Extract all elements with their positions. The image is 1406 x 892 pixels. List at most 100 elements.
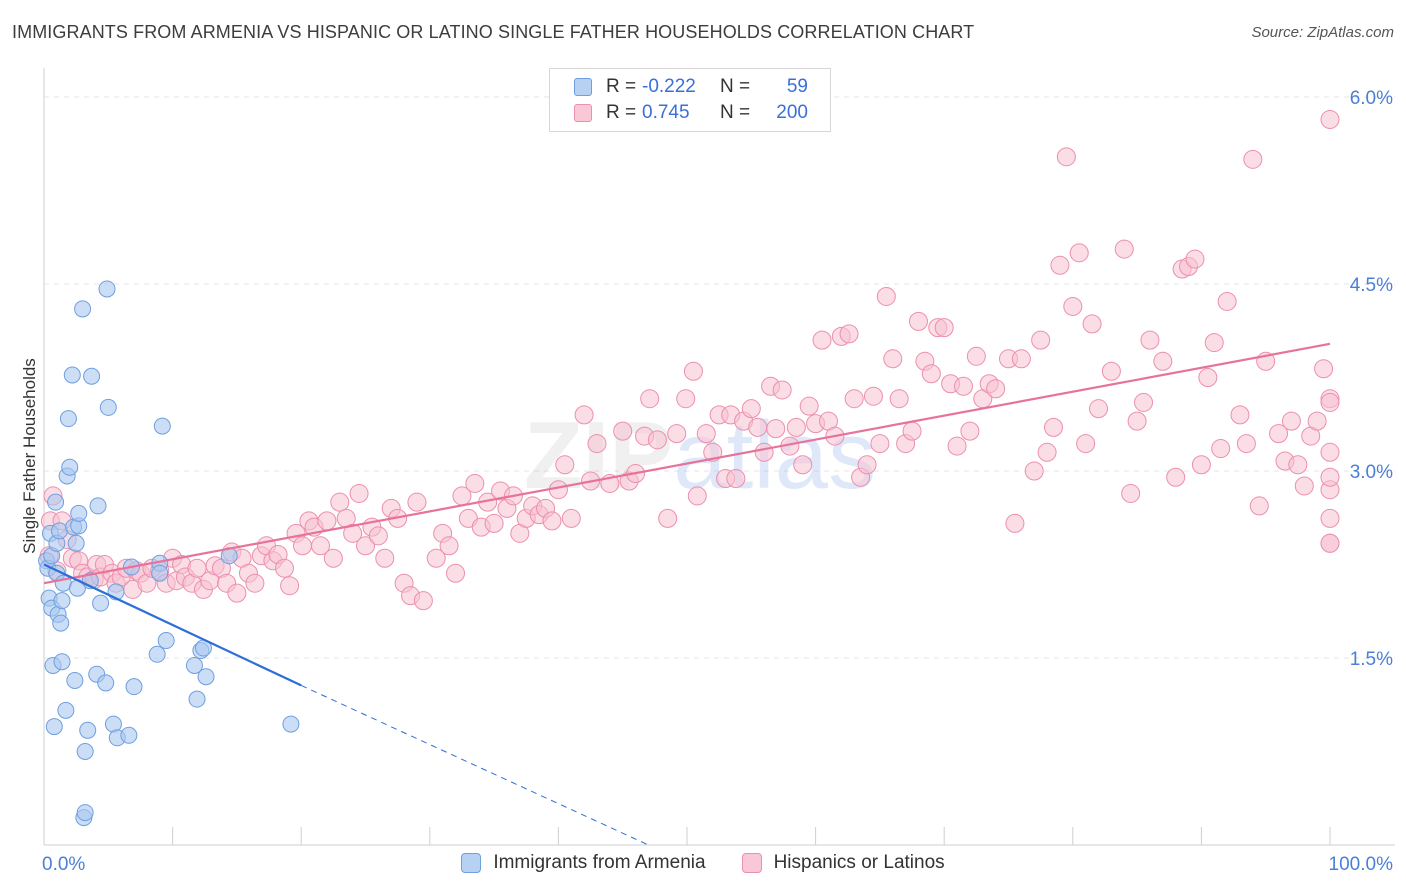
hispanic-point — [1044, 417, 1064, 437]
armenia-point — [125, 678, 143, 696]
armenia-point — [52, 614, 70, 632]
hispanic-point — [883, 349, 903, 369]
hispanic-point — [1127, 411, 1147, 431]
hispanic-point — [844, 389, 864, 409]
hispanic-point — [1204, 333, 1224, 353]
hispanic-point — [1134, 392, 1154, 412]
armenia-point — [185, 656, 203, 674]
legend-r-value: 0.745 — [642, 102, 690, 123]
hispanic-point — [1243, 149, 1263, 169]
hispanic-point — [1236, 434, 1256, 454]
armenia-point — [120, 726, 138, 744]
armenia-point — [89, 497, 107, 515]
legend-n-label: N = — [720, 102, 751, 123]
hispanic-point — [921, 364, 941, 384]
armenia-point — [153, 417, 171, 435]
legend-row-armenia: R = -0.222 N = 59 — [574, 75, 808, 99]
hispanic-point — [687, 486, 707, 506]
hispanic-point — [683, 361, 703, 381]
hispanic-point — [947, 436, 967, 456]
y-tick-label: 3.0% — [1350, 462, 1393, 483]
hispanic-point — [1140, 330, 1160, 350]
hispanic-point — [1037, 442, 1057, 462]
armenia-point — [70, 504, 88, 522]
tick-labels: 1.5% 3.0% 4.5% 6.0% 0.0% 100.0% — [42, 88, 1393, 875]
hispanic-point — [274, 558, 294, 578]
hispanic-point — [696, 424, 716, 444]
legend-item-armenia: Immigrants from Armenia — [461, 852, 706, 874]
hispanic-point — [1249, 496, 1269, 516]
hispanic-point — [1082, 314, 1102, 334]
hispanic-point — [555, 455, 575, 475]
hispanic-point — [1031, 330, 1051, 350]
hispanic-point — [280, 576, 300, 596]
hispanic-point — [1076, 434, 1096, 454]
hispanic-trend-line — [43, 342, 1331, 585]
hispanic-point — [426, 548, 446, 568]
hispanic-point — [902, 421, 922, 441]
hispanic-point — [870, 434, 890, 454]
legend-n-label: N = — [720, 76, 751, 97]
y-tick-label: 4.5% — [1350, 275, 1393, 296]
armenia-point — [66, 671, 84, 689]
armenia-point — [157, 632, 175, 650]
hispanic-point — [1294, 476, 1314, 496]
armenia-point — [67, 534, 85, 552]
hispanic-point — [1320, 109, 1340, 129]
legend-item-hispanic: Hispanics or Latinos — [741, 852, 945, 874]
armenia-point — [45, 718, 63, 736]
hispanic-point — [876, 286, 896, 306]
armenia-trend-extension — [300, 684, 649, 846]
hispanic-point — [349, 483, 369, 503]
hispanic-point — [310, 536, 330, 556]
legend-row-hispanic: R = 0.745 N = 200 — [574, 101, 808, 125]
hispanic-point — [772, 380, 792, 400]
hispanic-point — [1314, 359, 1334, 379]
hispanic-point — [1063, 296, 1083, 316]
hispanic-point — [1320, 533, 1340, 553]
hispanic-point — [542, 511, 562, 531]
hispanic-point — [640, 389, 660, 409]
hispanic-point — [908, 311, 928, 331]
hispanic-point — [587, 434, 607, 454]
hispanic-point — [368, 526, 388, 546]
hispanic-point — [1191, 455, 1211, 475]
hispanic-point — [667, 424, 687, 444]
hispanic-point — [793, 455, 813, 475]
hispanic-point — [446, 563, 466, 583]
legend-r-value: -0.222 — [642, 76, 696, 97]
hispanic-point — [1230, 405, 1250, 425]
hispanic-point — [574, 405, 594, 425]
hispanic-point — [953, 376, 973, 396]
correlation-legend: R = -0.222 N = 59 R = 0.745 N = 200 — [549, 68, 831, 132]
armenia-point — [98, 280, 116, 298]
hispanic-point — [561, 508, 581, 528]
hispanic-point — [966, 346, 986, 366]
hispanic-point — [647, 430, 667, 450]
hispanic-point — [245, 573, 265, 593]
hispanic-point — [292, 536, 312, 556]
x-tick-label: 0.0% — [42, 854, 85, 875]
armenia-point — [57, 701, 75, 719]
chart-title: IMMIGRANTS FROM ARMENIA VS HISPANIC OR L… — [12, 22, 975, 42]
hispanic-point — [1320, 467, 1340, 487]
hispanic-point — [1211, 439, 1231, 459]
hispanic-point — [1005, 513, 1025, 533]
armenia-point — [63, 366, 81, 384]
armenia-point — [148, 645, 166, 663]
armenia-point — [97, 674, 115, 692]
hispanic-point — [407, 492, 427, 512]
hispanic-point — [1320, 392, 1340, 412]
hispanic-point — [227, 583, 247, 603]
legend-swatch-hispanic — [574, 104, 592, 122]
hispanic-point — [413, 591, 433, 611]
hispanic-point — [613, 421, 633, 441]
hispanic-point — [465, 473, 485, 493]
hispanic-point — [1320, 442, 1340, 462]
hispanic-point — [1050, 255, 1070, 275]
hispanic-point — [986, 379, 1006, 399]
hispanic-point — [748, 417, 768, 437]
trend-lines — [43, 342, 1331, 846]
hispanic-point — [1121, 483, 1141, 503]
legend-label-armenia: Immigrants from Armenia — [493, 852, 706, 873]
